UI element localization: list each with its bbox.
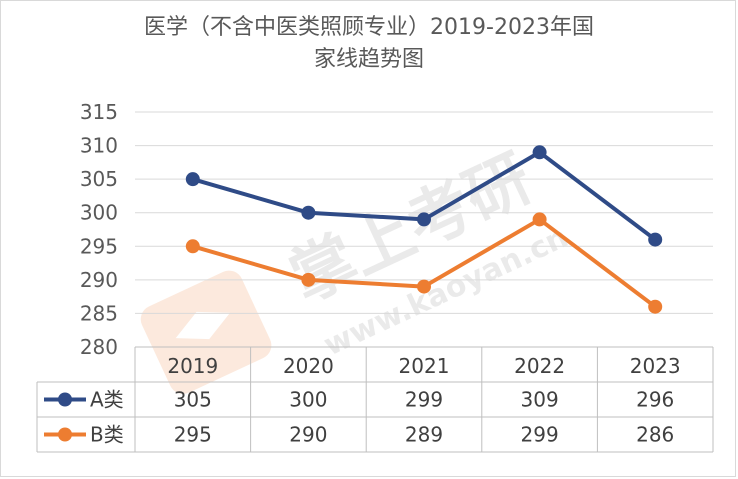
chart-title-line-2: 家线趋势图 <box>313 47 424 72</box>
y-tick-label: 300 <box>80 201 118 225</box>
x-category-label: 2021 <box>399 354 450 378</box>
table-cell-value: 296 <box>636 388 674 412</box>
x-category-label: 2019 <box>167 354 218 378</box>
table-cell-value: 299 <box>521 423 559 447</box>
x-category-label: 2023 <box>630 354 681 378</box>
watermark-cap-icon <box>175 311 231 340</box>
watermark-logo-badge <box>140 270 272 394</box>
legend-series-name: B类 <box>90 423 124 447</box>
data-point <box>185 239 200 254</box>
y-tick-label: 315 <box>80 100 118 124</box>
y-tick-label: 285 <box>80 301 118 325</box>
y-tick-label: 305 <box>80 167 118 191</box>
data-point <box>532 145 547 160</box>
table-cell-value: 289 <box>405 423 443 447</box>
data-point <box>648 299 663 314</box>
chart-title: 医学（不含中医类照顾专业）2019-2023年国 家线趋势图 <box>0 12 738 76</box>
x-category-label: 2020 <box>283 354 334 378</box>
table-cell-value: 305 <box>174 388 212 412</box>
data-point <box>648 232 663 247</box>
table-cell-value: 295 <box>174 423 212 447</box>
legend-series-name: A类 <box>90 388 124 412</box>
chart-title-line-1: 医学（不含中医类照顾专业）2019-2023年国 <box>144 15 594 40</box>
data-point <box>417 212 431 227</box>
y-tick-label: 310 <box>80 134 118 158</box>
y-tick-label: 295 <box>80 234 118 258</box>
x-category-label: 2022 <box>514 354 565 378</box>
table-cell-value: 286 <box>636 423 674 447</box>
y-tick-label: 290 <box>80 268 118 292</box>
data-point <box>301 205 316 220</box>
table-cell-value: 309 <box>521 388 559 412</box>
series-lines <box>185 145 663 314</box>
data-point <box>417 279 431 294</box>
data-point <box>532 212 547 227</box>
y-axis: 280 285 290 295 300 305 310 315 <box>80 100 118 359</box>
data-point <box>301 272 316 287</box>
legend-key-marker <box>58 392 72 407</box>
table-cell-value: 299 <box>405 388 443 412</box>
legend-key-marker <box>58 427 72 442</box>
y-tick-label: 280 <box>80 335 118 359</box>
table-cell-value: 300 <box>289 388 327 412</box>
data-point <box>185 172 200 187</box>
data-table: 2019 2020 2021 2022 2023 A类 305 300 299 309 296 B类 2… <box>36 346 714 453</box>
table-cell-value: 290 <box>289 423 327 447</box>
